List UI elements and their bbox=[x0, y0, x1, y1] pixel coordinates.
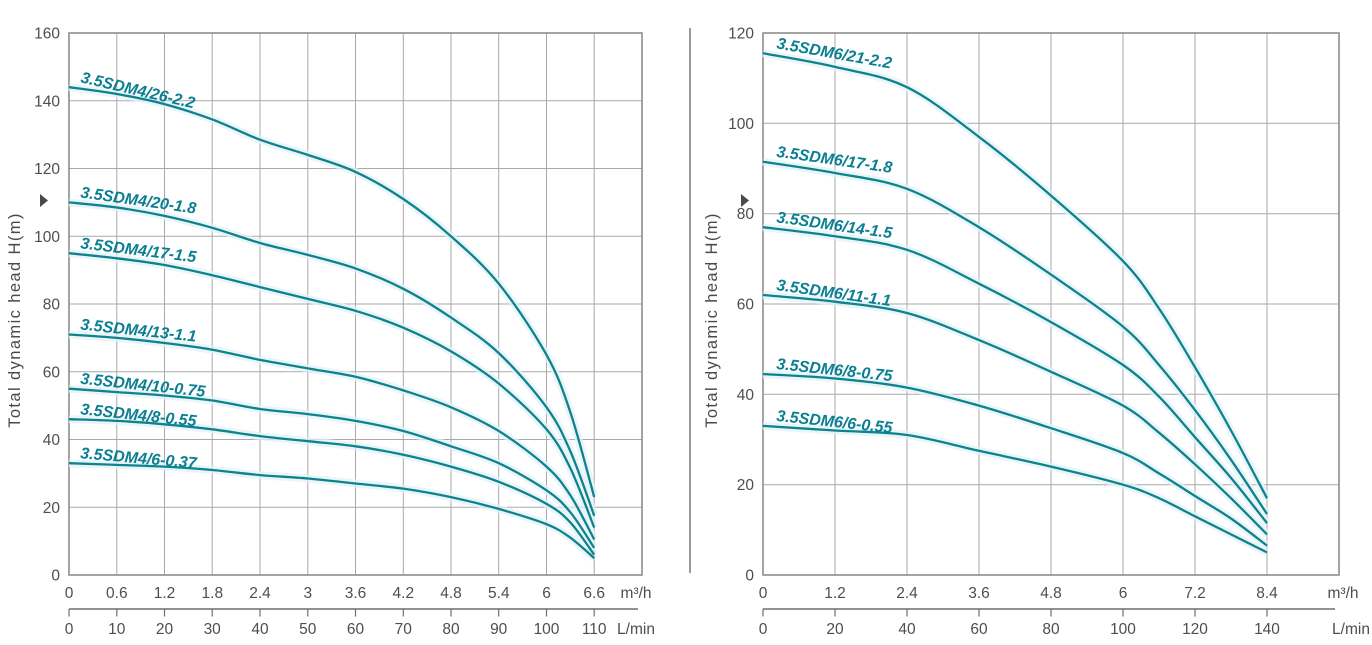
curve-3-5sdm4-10-0-75 bbox=[68, 387, 596, 549]
x-axis-m3h-tick-labels: 0 0.6 1.2 1.8 2.4 3 3.6 4.2 4.8 5.4 6 6.6 bbox=[65, 585, 605, 602]
x-tick-label-lmin: 110 bbox=[582, 621, 607, 638]
x-tick-label-m3h: 3.6 bbox=[968, 585, 990, 602]
curve-3-5sdm6-6-0-55 bbox=[762, 424, 1268, 554]
x-axis-m3h-tick-labels: 0 1.2 2.4 3.6 4.8 6 7.2 8.4 bbox=[759, 585, 1278, 602]
x-tick-label-m3h: 7.2 bbox=[1184, 585, 1206, 602]
x-axis-lmin: 0 20 40 60 80 100 120 140 bbox=[759, 608, 1335, 638]
x-tick-label-m3h: 0 bbox=[65, 585, 74, 602]
x-tick-label-m3h: 0 bbox=[759, 585, 768, 602]
curve-3-5sdm4-13-1-1 bbox=[68, 333, 596, 540]
y-tick-label: 40 bbox=[43, 432, 61, 449]
x-axis-unit-lmin: L/min bbox=[1332, 621, 1370, 638]
y-tick-label: 60 bbox=[737, 297, 755, 314]
x-tick-label-m3h: 6 bbox=[1119, 585, 1128, 602]
x-tick-label-m3h: 6.6 bbox=[583, 585, 605, 602]
y-tick-label: 100 bbox=[34, 229, 60, 246]
x-tick-label-lmin: 0 bbox=[759, 621, 768, 638]
x-tick-label-m3h: 2.4 bbox=[896, 585, 918, 602]
y-tick-label: 140 bbox=[34, 93, 60, 110]
curve-3-5sdm6-17-1-8 bbox=[762, 160, 1268, 515]
y-tick-label: 80 bbox=[737, 206, 755, 223]
x-tick-label-lmin: 140 bbox=[1254, 621, 1280, 638]
curve-halo-3-5sdm4-6-0-37 bbox=[68, 459, 597, 562]
x-tick-label-m3h: 6 bbox=[542, 585, 551, 602]
x-tick-label-m3h: 4.8 bbox=[1040, 585, 1062, 602]
x-tick-label-lmin: 40 bbox=[898, 621, 916, 638]
curves bbox=[762, 52, 1269, 554]
x-tick-label-m3h: 4.2 bbox=[393, 585, 415, 602]
y-axis-arrow-icon bbox=[40, 194, 48, 207]
y-tick-label: 80 bbox=[43, 297, 61, 314]
x-tick-label-m3h: 8.4 bbox=[1256, 585, 1278, 602]
y-axis-title: Total dynamic head H(m) bbox=[6, 212, 24, 428]
y-axis-arrow-icon bbox=[741, 194, 749, 207]
x-tick-label-lmin: 60 bbox=[970, 621, 988, 638]
y-tick-label: 120 bbox=[728, 26, 754, 43]
curve-3-5sdm4-17-1-5 bbox=[68, 252, 596, 529]
y-tick-label: 20 bbox=[737, 477, 755, 494]
x-tick-label-lmin: 40 bbox=[251, 621, 269, 638]
y-tick-label: 20 bbox=[43, 500, 61, 517]
x-tick-label-m3h: 4.8 bbox=[440, 585, 462, 602]
x-tick-label-lmin: 90 bbox=[490, 621, 508, 638]
y-tick-label: 160 bbox=[34, 26, 60, 43]
x-tick-label-lmin: 50 bbox=[299, 621, 317, 638]
y-tick-label: 120 bbox=[34, 161, 60, 178]
curve-halo-3-5sdm4-26-2-2 bbox=[68, 83, 599, 499]
y-tick-label: 60 bbox=[43, 364, 61, 381]
x-tick-label-lmin: 20 bbox=[156, 621, 174, 638]
y-axis-tick-labels: 0 20 40 60 80 100 120 140 160 bbox=[34, 26, 60, 585]
x-axis-unit-lmin: L/min bbox=[617, 621, 655, 638]
x-tick-label-m3h: 1.2 bbox=[154, 585, 176, 602]
x-tick-label-lmin: 80 bbox=[442, 621, 460, 638]
y-tick-label: 0 bbox=[51, 568, 60, 585]
x-axis-unit-m3h: m³/h bbox=[1328, 585, 1359, 602]
x-tick-label-m3h: 3 bbox=[303, 585, 312, 602]
x-tick-label-m3h: 1.2 bbox=[824, 585, 846, 602]
x-tick-label-m3h: 3.6 bbox=[345, 585, 367, 602]
y-tick-label: 40 bbox=[737, 387, 755, 404]
curve-3-5sdm4-8-0-55 bbox=[68, 418, 596, 556]
x-axis-lmin: 0 10 20 30 40 50 60 70 80 90 100 110 bbox=[65, 608, 638, 638]
x-tick-label-lmin: 70 bbox=[395, 621, 413, 638]
x-tick-label-lmin: 10 bbox=[108, 621, 126, 638]
x-tick-label-lmin: 60 bbox=[347, 621, 365, 638]
x-tick-label-lmin: 30 bbox=[204, 621, 222, 638]
y-tick-label: 0 bbox=[745, 568, 754, 585]
x-tick-label-lmin: 20 bbox=[826, 621, 844, 638]
y-axis-title: Total dynamic head H(m) bbox=[703, 212, 721, 428]
y-tick-label: 100 bbox=[728, 116, 754, 133]
y-axis-tick-labels: 0 20 40 60 80 100 120 bbox=[728, 26, 754, 585]
curve-3-5sdm6-21-2-2 bbox=[762, 52, 1269, 499]
plot-border bbox=[762, 32, 1340, 576]
curve-3-5sdm6-11-1-1 bbox=[762, 293, 1268, 536]
curve-3-5sdm6-14-1-5 bbox=[762, 226, 1268, 524]
x-tick-label-m3h: 2.4 bbox=[249, 585, 271, 602]
x-tick-label-m3h: 0.6 bbox=[106, 585, 128, 602]
curve-3-5sdm4-20-1-8 bbox=[68, 201, 596, 517]
curve-3-5sdm4-6-0-37 bbox=[68, 462, 595, 559]
x-axis-unit-m3h: m³/h bbox=[621, 585, 652, 602]
x-tick-label-lmin: 100 bbox=[534, 621, 560, 638]
x-tick-label-lmin: 120 bbox=[1182, 621, 1208, 638]
x-tick-label-lmin: 0 bbox=[65, 621, 74, 638]
plot-border bbox=[68, 32, 643, 576]
x-tick-label-m3h: 1.8 bbox=[202, 585, 224, 602]
x-tick-label-lmin: 100 bbox=[1110, 621, 1136, 638]
x-tick-label-m3h: 5.4 bbox=[488, 585, 510, 602]
curves bbox=[68, 86, 596, 559]
curve-3-5sdm4-26-2-2 bbox=[68, 86, 596, 498]
curve-3-5sdm6-8-0-75 bbox=[762, 372, 1268, 547]
chart-divider bbox=[689, 28, 691, 573]
pump-chart-3-5sdm6: 0 20 40 60 80 100 120 0 1.2 2.4 3.6 4.8 6 7.2 8.4 m³/h 0… bbox=[703, 26, 1370, 639]
x-tick-label-lmin: 80 bbox=[1042, 621, 1060, 638]
